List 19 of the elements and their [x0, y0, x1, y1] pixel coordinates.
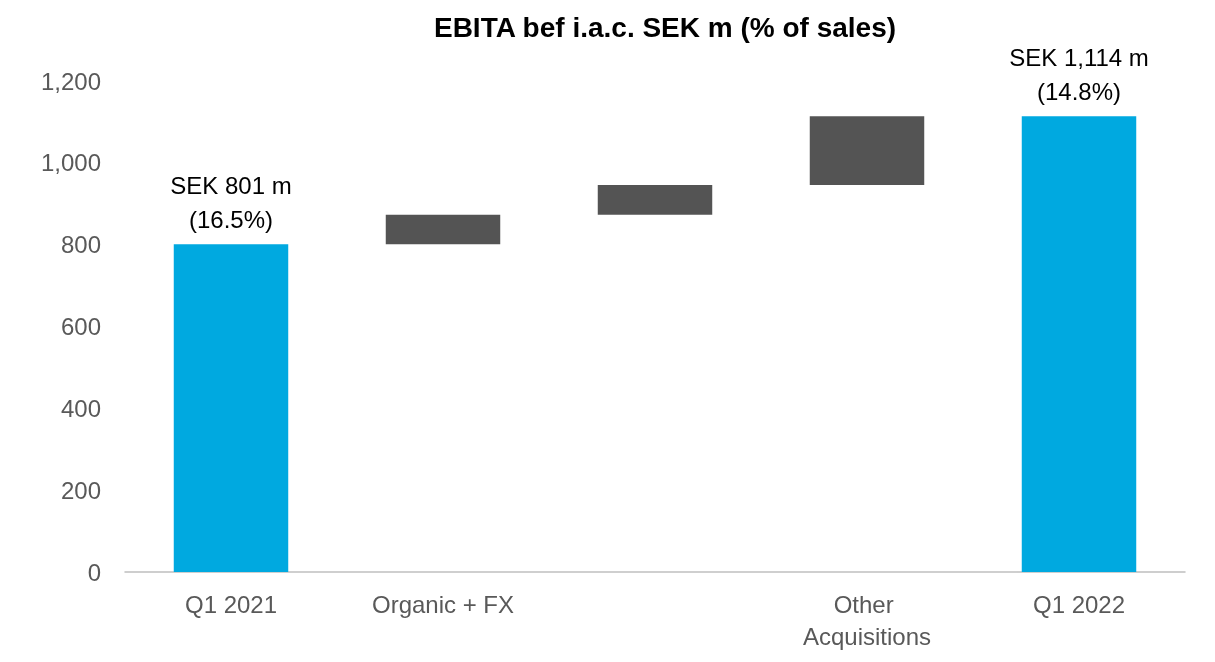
- bar: [1021, 116, 1137, 572]
- y-tick-label: 1,000: [40, 149, 101, 177]
- y-tick-label: 0: [87, 558, 101, 586]
- y-tick-label: 600: [60, 313, 101, 340]
- bar: [385, 214, 501, 245]
- x-tick-label: Q1 2022: [1032, 590, 1126, 618]
- x-tick-label: Organic + FX: [371, 590, 515, 618]
- chart-title: EBITA bef i.a.c. SEK m (% of sales): [433, 11, 897, 43]
- bar: [597, 184, 713, 215]
- y-tick-label: 400: [60, 394, 101, 422]
- x-tick-label: Other Acquisitions: [802, 590, 932, 650]
- x-tick-label: Q1 2021: [184, 590, 278, 618]
- y-tick-label: 1,200: [40, 67, 101, 95]
- y-tick-label: 200: [60, 476, 101, 504]
- y-tick-label: 800: [60, 231, 101, 259]
- bar: [173, 244, 289, 572]
- bar: [809, 116, 925, 185]
- data-label: SEK 1,114 m (14.8%): [1009, 43, 1149, 105]
- data-label: SEK 801 m (16.5%): [170, 171, 292, 233]
